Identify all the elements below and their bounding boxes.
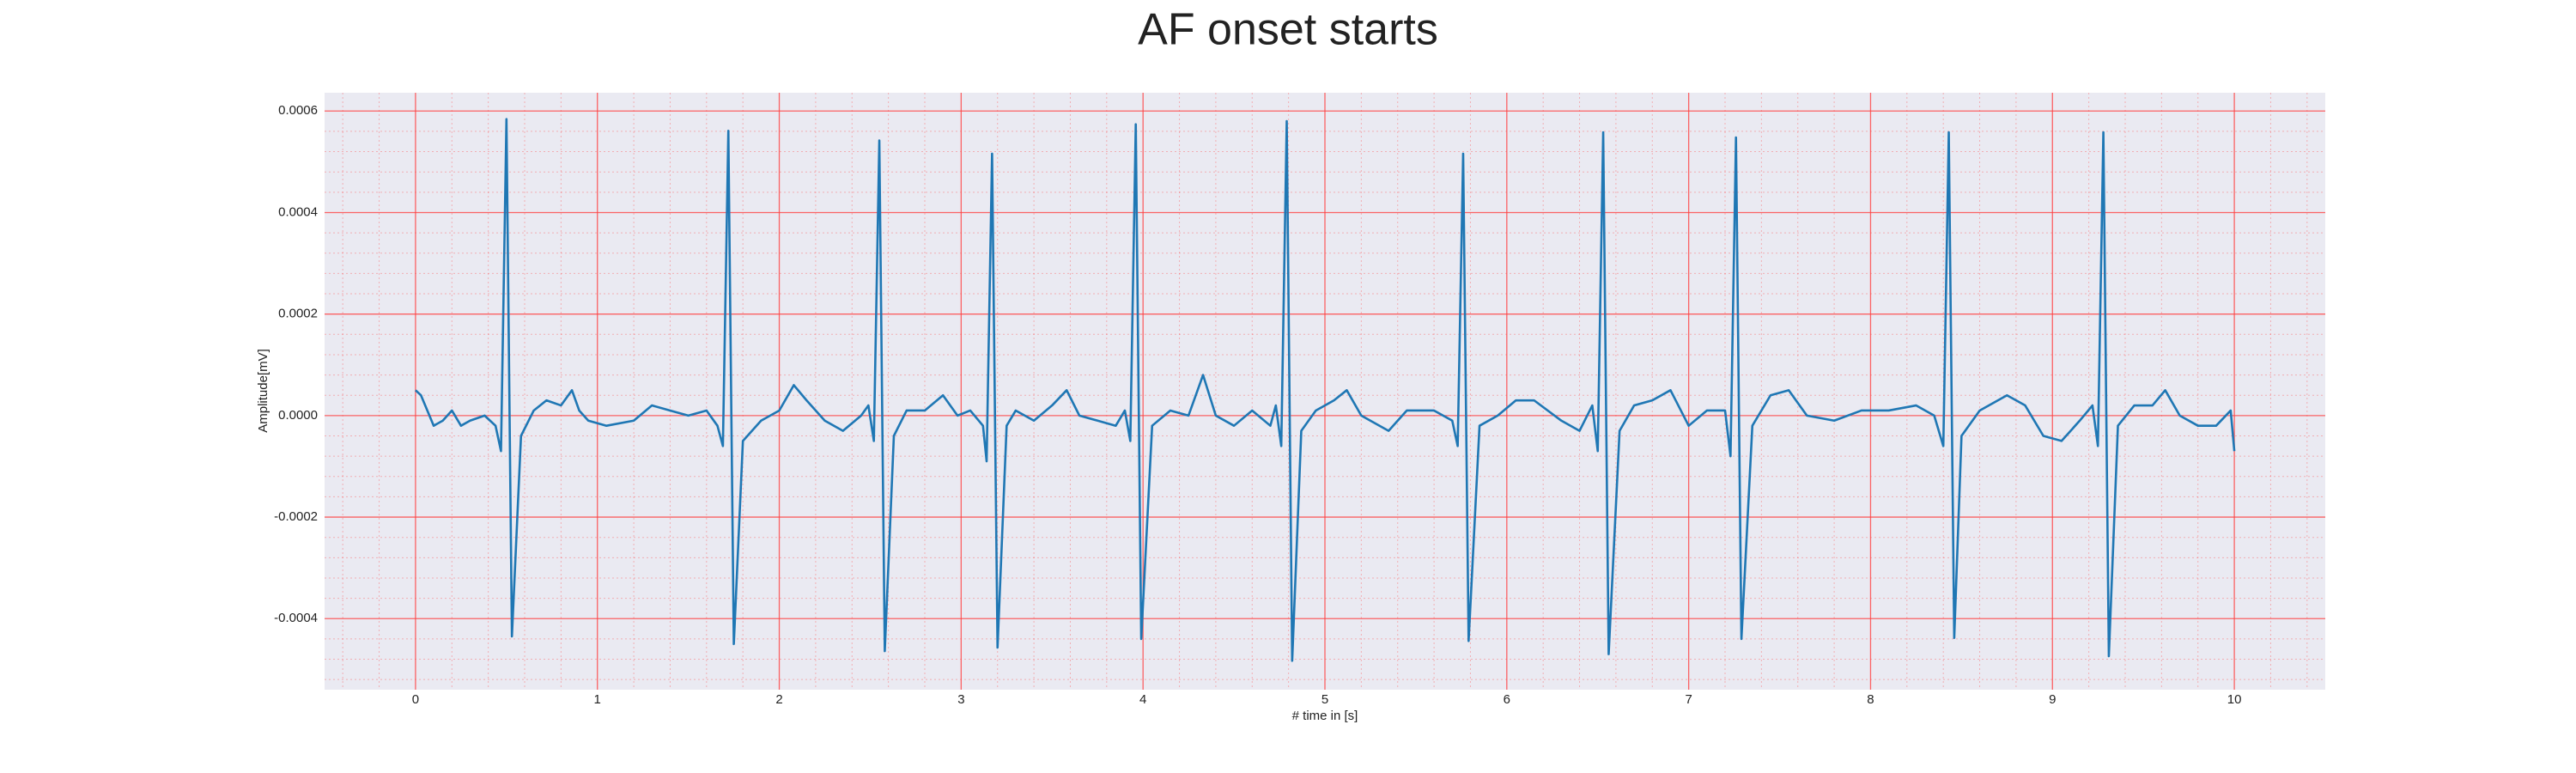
y-tick-label: 0.0004: [278, 204, 318, 219]
x-tick-label: 8: [1867, 692, 1874, 707]
x-tick-label: 6: [1504, 692, 1510, 707]
x-tick-label: 0: [412, 692, 419, 707]
y-tick-label: 0.0000: [278, 408, 318, 423]
x-tick-label: 1: [594, 692, 601, 707]
x-tick-label: 2: [775, 692, 782, 707]
x-tick-label: 3: [957, 692, 964, 707]
x-tick-label: 10: [2227, 692, 2242, 707]
x-tick-label: 4: [1139, 692, 1146, 707]
signal-line: [415, 118, 2236, 662]
chart-title: AF onset starts: [1138, 5, 1438, 55]
y-tick-label: -0.0002: [274, 509, 318, 524]
y-tick-label: 0.0002: [278, 307, 318, 321]
y-tick-label: 0.0006: [278, 103, 318, 118]
y-tick-label: -0.0004: [274, 611, 318, 625]
y-axis-label: Amplitude[mV]: [256, 349, 270, 433]
x-tick-label: 7: [1685, 692, 1692, 707]
x-axis-label: # time in [s]: [1292, 709, 1358, 723]
x-tick-label: 5: [1321, 692, 1328, 707]
x-tick-label: 9: [2049, 692, 2056, 707]
